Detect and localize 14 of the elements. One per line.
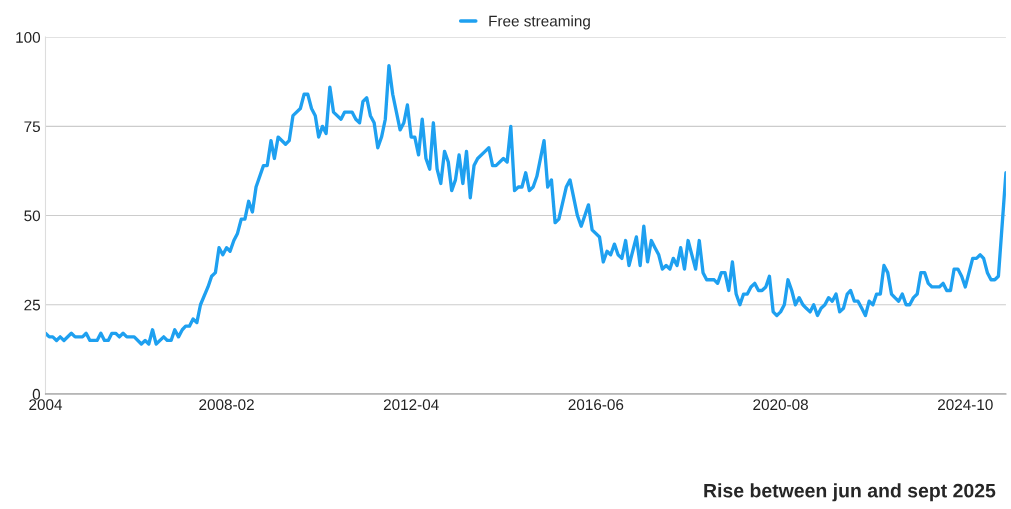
legend-label: Free streaming bbox=[489, 15, 590, 30]
y-tick-label: 50 bbox=[24, 210, 41, 222]
y-tick-label: 100 bbox=[16, 32, 41, 43]
x-tick-label: 2016-06 bbox=[568, 399, 624, 411]
x-tick-label: 2008-02 bbox=[199, 399, 254, 411]
line-series bbox=[45, 64, 1006, 346]
x-tick-label: 2004 bbox=[29, 399, 63, 411]
y-tick-label: 25 bbox=[24, 299, 40, 311]
y-tick-label: 0 bbox=[32, 388, 41, 400]
x-tick-label: 2020-08 bbox=[753, 399, 808, 411]
x-tick-label: 2024-10 bbox=[938, 399, 993, 411]
text: Rise between jun and sept 2025 bbox=[704, 483, 996, 502]
y-tick-label: 75 bbox=[24, 121, 40, 133]
x-tick-label: 2012-04 bbox=[383, 399, 439, 411]
